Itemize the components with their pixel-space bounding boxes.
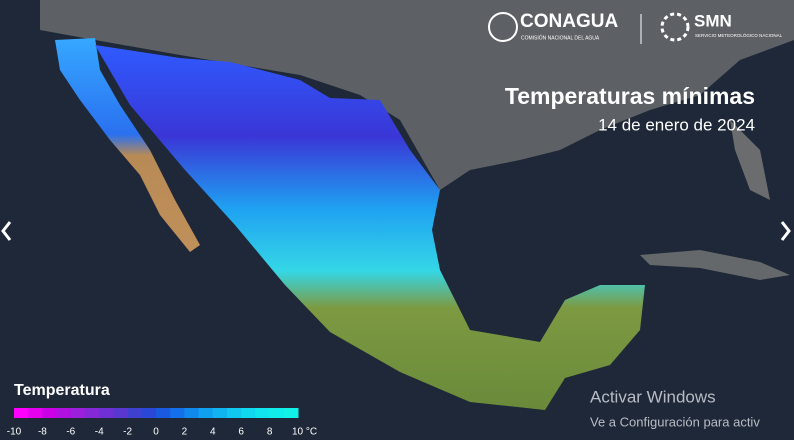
- title: Temperaturas mínimas: [505, 83, 755, 109]
- legend-swatch: [14, 408, 29, 418]
- watermark-line2: Ve a Configuración para activ: [590, 414, 760, 429]
- next-arrow[interactable]: [780, 221, 791, 241]
- legend-swatch: [99, 408, 114, 418]
- legend-tick-label: 10 °C: [292, 427, 317, 438]
- legend-swatch: [198, 408, 214, 418]
- legend-swatch: [269, 408, 285, 418]
- logo-left-name: CONAGUA: [520, 11, 618, 32]
- legend-swatch: [170, 408, 185, 418]
- legend-swatch: [141, 408, 157, 418]
- legend-tick-label: -6: [66, 427, 75, 438]
- legend-tick-label: 2: [182, 427, 188, 438]
- legend: -10 -8 -6 -4 -2 0 2 4 6 8 10 °C: [7, 408, 317, 438]
- watermark-line1: Activar Windows: [590, 387, 716, 406]
- legend-swatch: [28, 408, 43, 418]
- prev-arrow[interactable]: [1, 221, 12, 241]
- logo-left-subtitle: COMISIÓN NACIONAL DEL AGUA: [521, 34, 600, 41]
- legend-swatch: [127, 408, 143, 418]
- legend-swatch: [255, 408, 271, 418]
- date: 14 de enero de 2024: [598, 115, 755, 134]
- legend-tick-label: 8: [267, 427, 273, 438]
- legend-tick-label: -10: [7, 427, 22, 438]
- legend-swatch: [56, 408, 72, 418]
- smn-icon: [660, 12, 690, 42]
- legend-swatch: [283, 408, 299, 418]
- legend-swatch: [184, 408, 200, 418]
- conagua-icon: [488, 12, 518, 42]
- legend-swatch: [85, 408, 100, 418]
- mexico-mainland: [95, 45, 645, 410]
- legend-swatch: [70, 408, 86, 418]
- legend-swatch: [156, 408, 171, 418]
- legend-title: Temperatura: [14, 382, 110, 399]
- legend-swatch: [42, 408, 58, 418]
- legend-tick-label: -4: [95, 427, 104, 438]
- legend-tick-label: -2: [123, 427, 132, 438]
- logo-right-subtitle: SERVICIO METEOROLÓGICO NACIONAL: [695, 32, 783, 38]
- legend-swatch: [113, 408, 129, 418]
- legend-swatch: [212, 408, 228, 418]
- legend-tick-label: -8: [38, 427, 47, 438]
- legend-tick-label: 6: [238, 427, 244, 438]
- florida: [730, 120, 770, 200]
- legend-swatch: [227, 408, 242, 418]
- baja-california: [55, 38, 200, 252]
- legend-tick-label: 0: [153, 427, 159, 438]
- logo-right-name: SMN: [694, 11, 732, 30]
- legend-swatch: [241, 408, 256, 418]
- legend-tick-label: 4: [210, 427, 216, 438]
- cuba: [640, 250, 790, 280]
- usa-land: [40, 0, 794, 190]
